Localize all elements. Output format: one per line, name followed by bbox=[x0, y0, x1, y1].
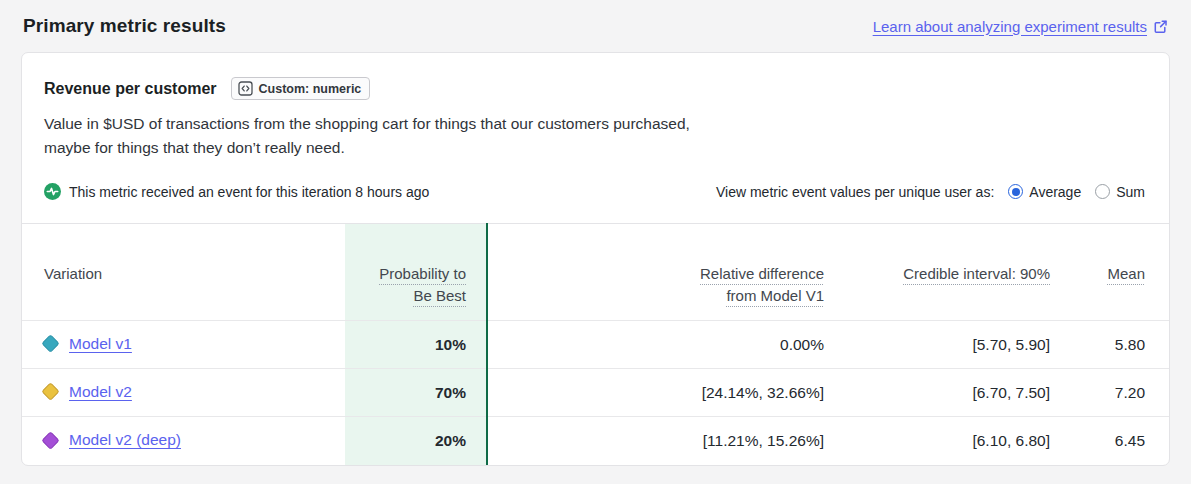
metric-info: Revenue per customer Custom: numeric Val… bbox=[22, 53, 1169, 200]
credible-interval-cell: [6.10, 6.80] bbox=[824, 417, 1050, 465]
mean-tooltip-trigger[interactable]: Mean bbox=[1107, 265, 1145, 282]
radio-average[interactable]: Average bbox=[1008, 184, 1081, 200]
column-header-credible-interval: Credible interval: 90% bbox=[824, 224, 1050, 321]
relative-difference-cell: 0.00% bbox=[487, 321, 824, 369]
credible-interval-cell: [6.70, 7.50] bbox=[824, 369, 1050, 417]
code-icon bbox=[238, 81, 253, 96]
metric-event-status-text: This metric received an event for this i… bbox=[69, 184, 429, 200]
credible-interval-tooltip-trigger[interactable]: Credible interval: 90% bbox=[903, 265, 1050, 282]
external-link-icon bbox=[1153, 19, 1168, 34]
radio-average-input[interactable] bbox=[1008, 184, 1023, 199]
mean-cell: 6.45 bbox=[1050, 417, 1169, 465]
probability-header-tooltip-trigger[interactable]: Probability to Be Best bbox=[379, 265, 466, 304]
table-row: Model v2 70% [24.14%, 32.66%] [6.70, 7.5… bbox=[22, 369, 1169, 417]
probability-cell: 10% bbox=[345, 321, 487, 369]
page: Primary metric results Learn about analy… bbox=[0, 0, 1191, 466]
view-as-control: View metric event values per unique user… bbox=[716, 184, 1145, 200]
variation-link[interactable]: Model v2 (deep) bbox=[69, 431, 181, 449]
results-table: Variation Probability to Be Best Relativ… bbox=[22, 223, 1169, 465]
relative-difference-cell: [11.21%, 15.26%] bbox=[487, 417, 824, 465]
variation-diamond-icon bbox=[41, 335, 59, 353]
view-as-label: View metric event values per unique user… bbox=[716, 184, 994, 200]
variation-diamond-icon bbox=[41, 383, 59, 401]
event-pulse-icon bbox=[44, 183, 61, 200]
column-header-mean: Mean bbox=[1050, 224, 1169, 321]
table-row: Model v1 10% 0.00% [5.70, 5.90] 5.80 bbox=[22, 321, 1169, 369]
variation-link[interactable]: Model v1 bbox=[69, 335, 132, 353]
status-row: This metric received an event for this i… bbox=[44, 183, 1145, 200]
metric-header: Revenue per customer Custom: numeric bbox=[44, 77, 1145, 100]
table-header-row: Variation Probability to Be Best Relativ… bbox=[22, 224, 1169, 321]
mean-cell: 7.20 bbox=[1050, 369, 1169, 417]
radio-sum-input[interactable] bbox=[1095, 184, 1110, 199]
page-title: Primary metric results bbox=[23, 15, 226, 37]
metric-kind-badge: Custom: numeric bbox=[231, 77, 371, 100]
column-header-variation: Variation bbox=[22, 224, 345, 321]
metric-event-status: This metric received an event for this i… bbox=[44, 183, 429, 200]
relative-difference-tooltip-trigger[interactable]: Relative difference from Model V1 bbox=[700, 265, 824, 304]
metric-name: Revenue per customer bbox=[44, 80, 217, 98]
metric-description: Value in $USD of transactions from the s… bbox=[44, 112, 1145, 160]
probability-cell: 70% bbox=[345, 369, 487, 417]
learn-about-link[interactable]: Learn about analyzing experiment results bbox=[873, 18, 1168, 35]
probability-cell: 20% bbox=[345, 417, 487, 465]
page-header: Primary metric results Learn about analy… bbox=[21, 15, 1170, 37]
variation-link[interactable]: Model v2 bbox=[69, 383, 132, 401]
credible-interval-cell: [5.70, 5.90] bbox=[824, 321, 1050, 369]
metric-kind-badge-label: Custom: numeric bbox=[259, 82, 362, 96]
metric-results-card: Revenue per customer Custom: numeric Val… bbox=[21, 52, 1170, 466]
relative-difference-cell: [24.14%, 32.66%] bbox=[487, 369, 824, 417]
radio-sum-label: Sum bbox=[1116, 184, 1145, 200]
column-header-probability: Probability to Be Best bbox=[345, 224, 487, 321]
learn-about-link-label: Learn about analyzing experiment results bbox=[873, 18, 1147, 35]
column-header-relative-difference: Relative difference from Model V1 bbox=[487, 224, 824, 321]
mean-cell: 5.80 bbox=[1050, 321, 1169, 369]
variation-diamond-icon bbox=[41, 431, 59, 449]
radio-average-label: Average bbox=[1029, 184, 1081, 200]
radio-sum[interactable]: Sum bbox=[1095, 184, 1145, 200]
table-row: Model v2 (deep) 20% [11.21%, 15.26%] [6.… bbox=[22, 417, 1169, 465]
